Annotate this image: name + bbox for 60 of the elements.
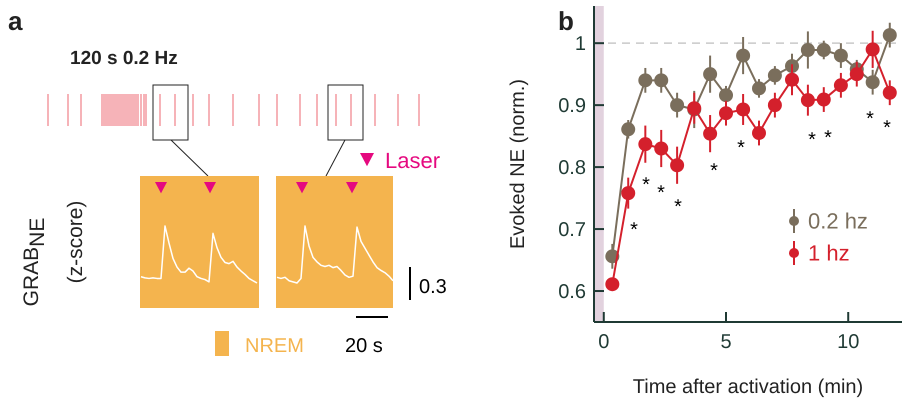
legend-label: 0.2 hz — [808, 208, 868, 234]
point — [850, 67, 864, 82]
point — [703, 126, 718, 141]
point — [816, 42, 831, 57]
legend-label: 1 hz — [808, 240, 850, 266]
point — [654, 73, 668, 88]
text: NREM — [245, 335, 304, 357]
point — [866, 42, 880, 56]
annotation: * — [737, 137, 746, 159]
chart-title: b — [558, 6, 574, 36]
annotation: * — [808, 129, 816, 151]
point — [785, 72, 799, 87]
point — [736, 102, 750, 116]
text: Laser — [385, 148, 440, 173]
point — [882, 28, 897, 42]
point — [882, 86, 897, 100]
point — [605, 277, 620, 292]
x-tick-label: 0 — [598, 331, 610, 353]
point — [703, 67, 718, 82]
annotation: * — [883, 117, 892, 139]
point — [719, 88, 733, 102]
point — [800, 93, 815, 108]
point — [670, 158, 684, 172]
y-tick-label: 0.8 — [558, 157, 586, 180]
point — [752, 81, 766, 96]
point — [866, 75, 880, 90]
annotation: * — [824, 127, 832, 149]
point — [768, 68, 782, 82]
annotation: * — [674, 196, 682, 218]
point — [638, 137, 652, 152]
annotation: * — [630, 219, 638, 241]
point — [834, 48, 848, 63]
point — [736, 48, 750, 63]
point — [621, 186, 636, 200]
y-tick-label: 1 — [574, 33, 586, 56]
annotation: * — [710, 160, 718, 182]
text: 120 s 0.2 Hz — [70, 48, 178, 69]
point — [719, 106, 733, 120]
y-tick-label: 0.9 — [558, 95, 586, 118]
y-tick-label: 0.6 — [558, 281, 586, 304]
point — [638, 73, 652, 88]
point — [621, 122, 636, 136]
y-tick-label: 0.7 — [558, 219, 586, 242]
point — [816, 92, 831, 107]
text: a — [8, 6, 23, 36]
point — [768, 98, 782, 112]
annotation: * — [657, 182, 666, 204]
point — [670, 98, 684, 112]
x-axis-title: Time after activation (min) — [632, 376, 864, 398]
annotation: * — [642, 174, 650, 196]
text: 20 s — [345, 335, 383, 357]
point — [654, 142, 668, 156]
point — [800, 42, 815, 57]
x-tick-label: 5 — [720, 331, 732, 353]
point — [834, 78, 848, 92]
text: 0.3 — [419, 276, 447, 298]
y-axis-title: Evoked NE (norm.) — [507, 78, 529, 250]
annotation: * — [866, 108, 874, 130]
point — [752, 126, 766, 140]
x-tick-label: 10 — [837, 331, 860, 353]
